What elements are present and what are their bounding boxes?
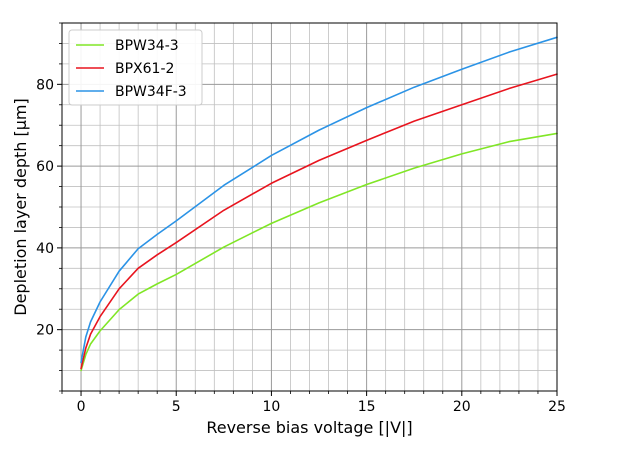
legend-box xyxy=(68,29,203,106)
y-axis-title: Depletion layer depth [µm] xyxy=(11,98,30,315)
x-axis-title: Reverse bias voltage [|V|] xyxy=(206,418,412,437)
legend-items: BPW34-3 BPX61-2 BPW34F-3 xyxy=(76,38,187,100)
series-line-bpw34-3 xyxy=(80,132,558,372)
y-tick-label: 60 xyxy=(36,159,54,175)
legend-label: BPX61-2 xyxy=(115,61,174,77)
legend-label: BPW34F-3 xyxy=(115,84,187,100)
series-line-bpx61-2 xyxy=(80,73,558,370)
legend: BPW34-3 BPX61-2 BPW34F-3 xyxy=(68,29,203,106)
x-tick-label: 25 xyxy=(548,399,566,415)
series-lines xyxy=(80,36,558,372)
y-tick-label: 80 xyxy=(36,77,54,93)
y-tick-label: 20 xyxy=(36,323,54,339)
x-tick-label: 15 xyxy=(358,399,376,415)
x-tick-label: 5 xyxy=(172,399,181,415)
x-tick-label: 10 xyxy=(263,399,281,415)
series-line-bpw34f-3 xyxy=(80,36,558,364)
y-tick-label: 40 xyxy=(36,241,54,257)
x-axis-ticks: 0 5 10 15 20 25 xyxy=(61,391,566,415)
x-tick-label: 20 xyxy=(453,399,471,415)
legend-label: BPW34-3 xyxy=(115,38,179,54)
x-tick-label: 0 xyxy=(77,399,86,415)
y-axis-ticks: 20 40 60 80 xyxy=(36,22,62,392)
